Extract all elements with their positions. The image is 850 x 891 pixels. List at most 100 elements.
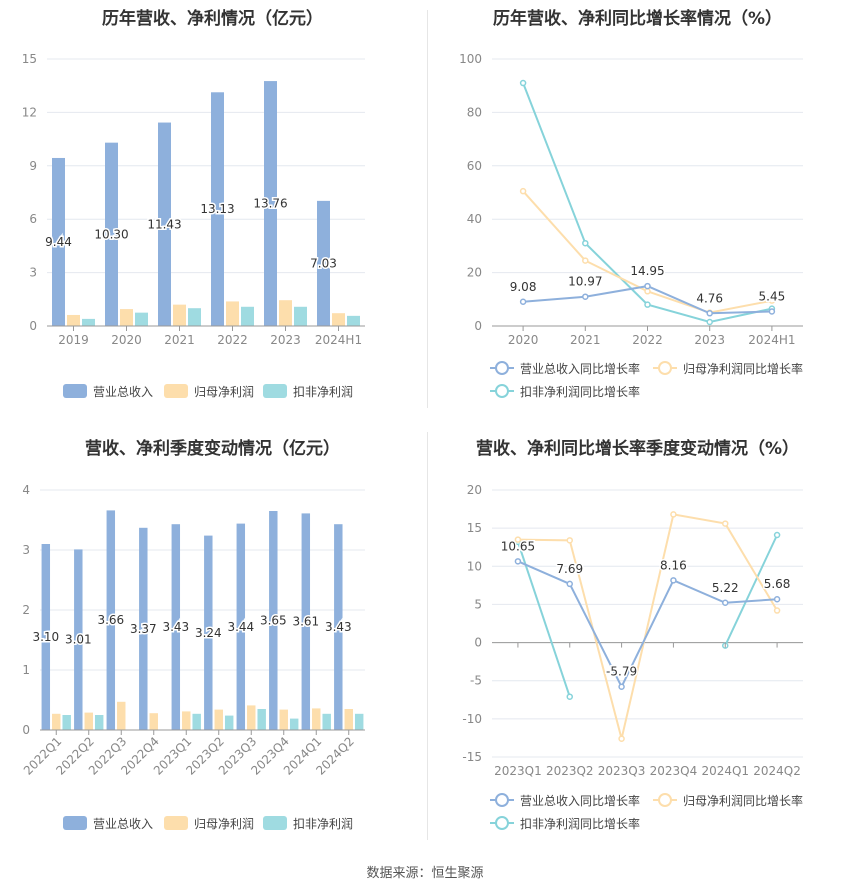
- x-tick-label: 2020: [508, 333, 539, 347]
- legend-label: 归母净利润同比增长率: [683, 361, 803, 376]
- series-point: [644, 282, 651, 290]
- bar: [279, 300, 292, 326]
- bar: [317, 200, 330, 326]
- y-tick-label: 6: [29, 212, 37, 226]
- quarterly-growth-rate-chart: -15 -10 -5 0 5 10 15 20 10.65 7.69 -5.79 8.16 5.22 5.…: [425, 430, 850, 860]
- bar: [279, 709, 288, 730]
- legend-label: 归母净利润: [194, 385, 254, 399]
- y-tick-label: 4: [22, 483, 30, 497]
- series-point: [670, 511, 677, 518]
- bar: [62, 715, 71, 730]
- bar: [332, 313, 345, 326]
- y-tick-label: 10: [467, 559, 482, 573]
- bar: [52, 157, 65, 326]
- point-value-label: 5.68: [764, 577, 791, 591]
- bar: [269, 511, 278, 730]
- y-tick-label: 80: [467, 105, 482, 119]
- point-value-label: 10.65: [501, 539, 535, 553]
- series-point: [706, 318, 713, 326]
- legend-marker: [495, 384, 509, 398]
- annual-revenue-profit-chart: 0 3 6 9 12 15 9.44 10.30 11.43 13.13 13.76 7.03 2019…: [0, 0, 425, 430]
- legend-marker: [658, 793, 672, 807]
- bar: [247, 705, 256, 730]
- point-value-label: -5.79: [606, 665, 637, 679]
- chart-title: 历年营收、净利同比增长率情况（%）: [492, 9, 783, 29]
- bar: [236, 523, 246, 730]
- bar-value-label: 13.76: [253, 197, 287, 211]
- y-tick-label: -5: [470, 674, 482, 688]
- series-point: [618, 683, 625, 690]
- series-point: [773, 595, 781, 603]
- legend-swatch: [63, 384, 87, 398]
- quarterly-growth-rate-plot: -15 -10 -5 0 5 10 15 20 10.65 7.69 -5.79 8.16 5.22 5.…: [462, 483, 803, 831]
- y-tick-label: 100: [459, 52, 482, 66]
- series-point: [519, 79, 527, 87]
- point-value-label: 7.69: [556, 562, 583, 576]
- y-tick-label: 3: [22, 543, 30, 557]
- legend-swatch: [164, 816, 188, 830]
- y-tick-label: 20: [467, 266, 482, 280]
- point-value-label: 4.76: [696, 291, 723, 305]
- x-tick-label: 2024Q1: [701, 764, 749, 778]
- bar-value-label: 3.65: [260, 614, 287, 628]
- bar: [158, 122, 171, 327]
- bar-value-label: 11.43: [147, 217, 181, 231]
- bar: [182, 711, 191, 730]
- bar-value-label: 3.66: [97, 613, 124, 627]
- legend-label: 扣非净利润同比增长率: [520, 816, 640, 831]
- legend-label: 营业总收入: [93, 385, 153, 399]
- x-tick-label: 2023: [270, 333, 301, 347]
- series-point: [768, 308, 776, 315]
- bar: [188, 308, 201, 326]
- series-point: [670, 577, 677, 584]
- bar: [294, 306, 307, 326]
- x-tick-label: 2021: [164, 333, 195, 347]
- bar: [214, 709, 223, 730]
- bar-value-label: 3.61: [292, 615, 319, 629]
- annual-growth-rate-plot: 0 20 40 60 80 100 9.08 10.97 14.95 4.76 5.45 2020 20…: [459, 52, 803, 399]
- bar: [289, 718, 299, 730]
- bar: [192, 713, 201, 730]
- bar-value-label: 13.13: [200, 202, 234, 216]
- series-point: [644, 301, 651, 308]
- bar: [139, 527, 148, 730]
- series-point: [722, 599, 729, 607]
- panel-divider-top: [427, 10, 428, 408]
- legend-label: 扣非净利润同比增长率: [520, 384, 640, 399]
- bar: [135, 312, 148, 326]
- series-point: [566, 580, 573, 588]
- series-point: [722, 520, 729, 527]
- y-tick-label: 3: [29, 266, 37, 280]
- y-tick-label: 20: [467, 483, 482, 497]
- bar-value-label: 9.44: [45, 235, 72, 249]
- bar: [82, 318, 95, 326]
- bar: [117, 701, 126, 730]
- bar: [106, 510, 116, 730]
- chart-title: 营收、净利季度变动情况（亿元）: [85, 439, 340, 459]
- y-tick-label: 0: [29, 319, 37, 333]
- bar: [344, 709, 353, 730]
- data-source-note: 数据来源：恒生聚源: [366, 866, 484, 881]
- legend-marker: [658, 361, 672, 375]
- legend-swatch: [164, 384, 188, 398]
- legend-marker: [495, 361, 509, 375]
- x-tick-label: 2021: [570, 333, 601, 347]
- series-point: [582, 257, 589, 264]
- bar: [52, 713, 61, 730]
- legend-swatch: [263, 384, 287, 398]
- y-tick-label: -10: [462, 712, 482, 726]
- bar: [226, 301, 239, 326]
- y-tick-label: 12: [22, 105, 37, 119]
- bar: [301, 513, 311, 730]
- point-value-label: 9.08: [510, 280, 537, 294]
- chart-title: 营收、净利同比增长率季度变动情况（%）: [475, 439, 800, 459]
- y-tick-label: -15: [462, 750, 482, 764]
- legend-marker: [495, 816, 509, 830]
- bar-value-label: 10.30: [94, 227, 128, 241]
- bar: [171, 524, 181, 730]
- series-point: [514, 558, 522, 565]
- point-value-label: 10.97: [568, 275, 602, 289]
- quarterly-revenue-profit-chart: 0 1 2 3 4 3.10 3.01 3.66 3.37 3.43 3.24 3.44 3.65 3.6…: [0, 430, 425, 860]
- series-point: [773, 607, 781, 614]
- bar: [354, 713, 364, 730]
